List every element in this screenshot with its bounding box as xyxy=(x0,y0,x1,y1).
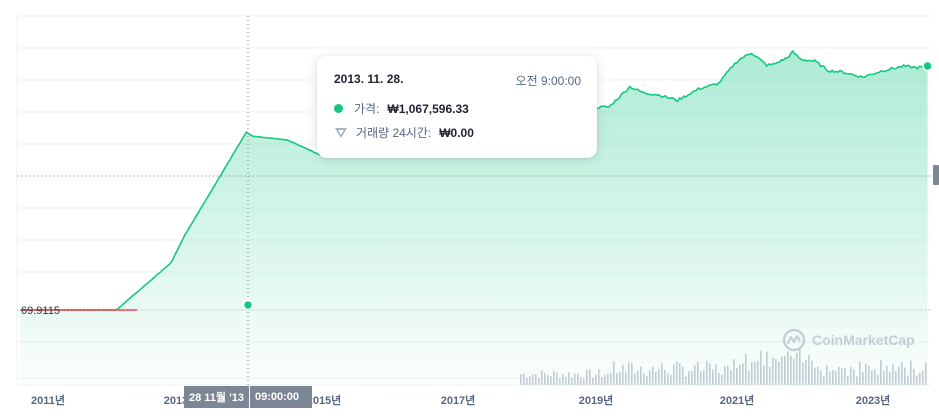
badge-divider xyxy=(248,386,250,408)
price-tooltip: 2013. 11. 28. 오전 9:00:00 가격: ₩1,067,596.… xyxy=(317,56,597,158)
volume-value: ₩0.00 xyxy=(439,125,474,140)
crosshair-time: 09:00:00 xyxy=(254,391,299,403)
volume-icon xyxy=(335,127,347,138)
tooltip-price-row: 가격: ₩1,067,596.33 xyxy=(334,100,469,117)
tooltip-volume-row: 거래량 24시간: ₩0.00 xyxy=(334,124,474,141)
price-dot-icon xyxy=(334,104,343,113)
coinmarketcap-watermark: CoinMarketCap xyxy=(782,328,915,352)
crosshair-date: 28 11월 '13 xyxy=(189,392,244,404)
x-tick-label: 2017년 xyxy=(441,393,476,407)
coinmarketcap-logo-icon xyxy=(782,328,806,352)
x-tick-label: 2019년 xyxy=(579,393,614,407)
crosshair-layer xyxy=(242,16,933,385)
y-axis-labels: 69.9115 xyxy=(21,305,60,317)
last-price-marker xyxy=(922,60,933,72)
x-tick-label: 2021년 xyxy=(720,393,755,407)
crosshair-x-badge: 28 11월 '13 09:00:00 xyxy=(184,386,312,408)
reference-lines xyxy=(17,175,931,311)
x-tick-label: 2011년 xyxy=(31,393,65,407)
tooltip-time: 오전 9:00:00 xyxy=(515,74,581,88)
x-tick-label: 2023년 xyxy=(856,393,891,407)
price-value: ₩1,067,596.33 xyxy=(387,101,469,116)
hover-point-marker xyxy=(242,299,254,311)
watermark-text: CoinMarketCap xyxy=(812,332,915,348)
volume-label: 거래량 24시간: xyxy=(356,126,432,140)
x-tick-label: 2015년 xyxy=(307,393,342,407)
price-label: 가격: xyxy=(354,102,380,116)
y-reference-label: 69.9115 xyxy=(21,305,60,317)
price-scale-handle[interactable] xyxy=(933,165,939,185)
tooltip-date: 2013. 11. 28. xyxy=(334,72,404,86)
x-axis-ticks: 2011년 2013년 2015년 2017년 2019년 2021년 2023년 xyxy=(31,393,890,407)
